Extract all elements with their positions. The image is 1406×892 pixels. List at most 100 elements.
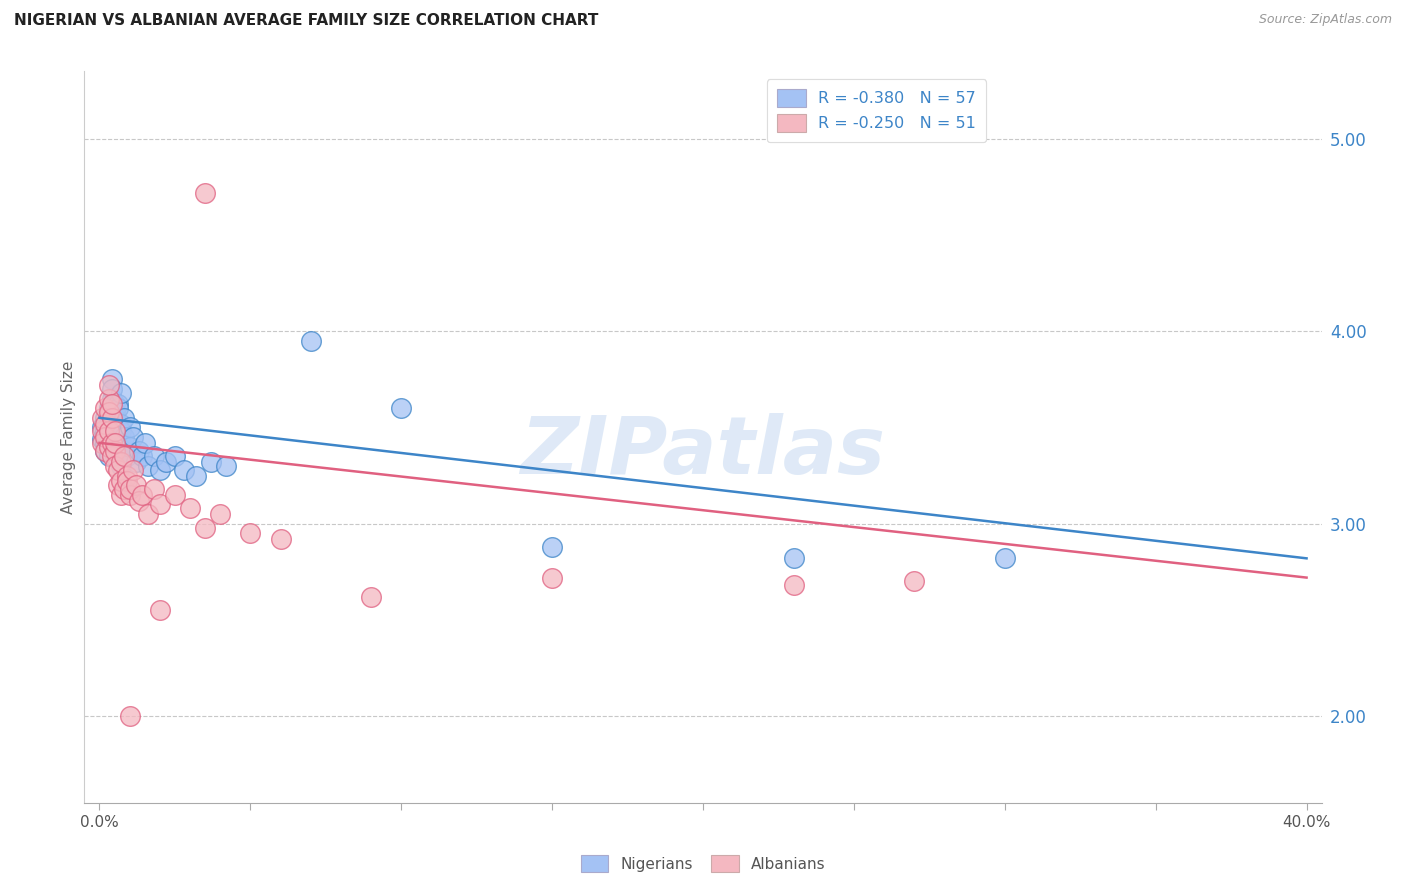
- Point: [97, 405, 120, 419]
- Point: [142, 482, 165, 496]
- Point: [103, 458, 125, 473]
- Point: [97, 378, 120, 392]
- Point: [184, 468, 207, 483]
- Point: [91, 410, 114, 425]
- Point: [179, 501, 201, 516]
- Point: [107, 463, 129, 477]
- Point: [107, 397, 129, 411]
- Point: [112, 450, 135, 464]
- Point: [94, 435, 117, 450]
- Point: [107, 420, 129, 434]
- Point: [128, 443, 150, 458]
- Point: [107, 401, 129, 416]
- Legend: Nigerians, Albanians: Nigerians, Albanians: [572, 847, 834, 880]
- Point: [149, 603, 172, 617]
- Point: [94, 430, 117, 444]
- Point: [103, 425, 125, 439]
- Point: [155, 455, 177, 469]
- Point: [118, 488, 141, 502]
- Point: [103, 397, 125, 411]
- Point: [97, 401, 120, 416]
- Point: [389, 401, 412, 416]
- Point: [100, 410, 122, 425]
- Point: [91, 432, 114, 446]
- Point: [194, 520, 217, 534]
- Point: [94, 417, 117, 431]
- Legend: R = -0.380   N = 57, R = -0.250   N = 51: R = -0.380 N = 57, R = -0.250 N = 51: [768, 79, 986, 142]
- Point: [782, 578, 804, 592]
- Point: [110, 475, 132, 489]
- Point: [239, 526, 262, 541]
- Point: [124, 478, 146, 492]
- Point: [200, 455, 222, 469]
- Point: [121, 430, 143, 444]
- Point: [541, 540, 564, 554]
- Point: [270, 532, 292, 546]
- Point: [94, 410, 117, 425]
- Point: [110, 425, 132, 439]
- Point: [112, 482, 135, 496]
- Point: [115, 468, 138, 483]
- Point: [149, 498, 172, 512]
- Point: [91, 425, 114, 439]
- Point: [121, 463, 143, 477]
- Point: [97, 450, 120, 464]
- Point: [782, 551, 804, 566]
- Point: [903, 574, 925, 589]
- Point: [112, 443, 135, 458]
- Point: [91, 435, 114, 450]
- Point: [107, 440, 129, 454]
- Point: [103, 405, 125, 419]
- Point: [118, 709, 141, 723]
- Point: [131, 488, 153, 502]
- Point: [163, 450, 186, 464]
- Point: [100, 382, 122, 396]
- Point: [541, 571, 564, 585]
- Point: [97, 440, 120, 454]
- Point: [112, 430, 135, 444]
- Point: [100, 372, 122, 386]
- Point: [110, 455, 132, 469]
- Point: [100, 435, 122, 450]
- Point: [94, 425, 117, 439]
- Point: [103, 435, 125, 450]
- Point: [131, 450, 153, 464]
- Point: [173, 463, 195, 477]
- Point: [91, 420, 114, 434]
- Point: [97, 425, 120, 439]
- Point: [94, 443, 117, 458]
- Point: [103, 430, 125, 444]
- Point: [142, 450, 165, 464]
- Point: [94, 401, 117, 416]
- Point: [136, 507, 159, 521]
- Point: [100, 450, 122, 464]
- Point: [118, 482, 141, 496]
- Point: [118, 420, 141, 434]
- Point: [100, 397, 122, 411]
- Point: [103, 410, 125, 425]
- Point: [110, 385, 132, 400]
- Point: [124, 455, 146, 469]
- Point: [110, 488, 132, 502]
- Point: [112, 410, 135, 425]
- Point: [94, 443, 117, 458]
- Point: [115, 450, 138, 464]
- Point: [115, 475, 138, 489]
- Point: [97, 440, 120, 454]
- Point: [110, 435, 132, 450]
- Text: NIGERIAN VS ALBANIAN AVERAGE FAMILY SIZE CORRELATION CHART: NIGERIAN VS ALBANIAN AVERAGE FAMILY SIZE…: [14, 13, 599, 29]
- Point: [994, 551, 1017, 566]
- Point: [97, 430, 120, 444]
- Point: [103, 425, 125, 439]
- Point: [103, 450, 125, 464]
- Text: ZIPatlas: ZIPatlas: [520, 413, 886, 491]
- Point: [107, 478, 129, 492]
- Point: [103, 443, 125, 458]
- Point: [215, 458, 238, 473]
- Point: [128, 493, 150, 508]
- Point: [136, 458, 159, 473]
- Point: [100, 420, 122, 434]
- Point: [100, 392, 122, 406]
- Point: [209, 507, 232, 521]
- Text: Source: ZipAtlas.com: Source: ZipAtlas.com: [1258, 13, 1392, 27]
